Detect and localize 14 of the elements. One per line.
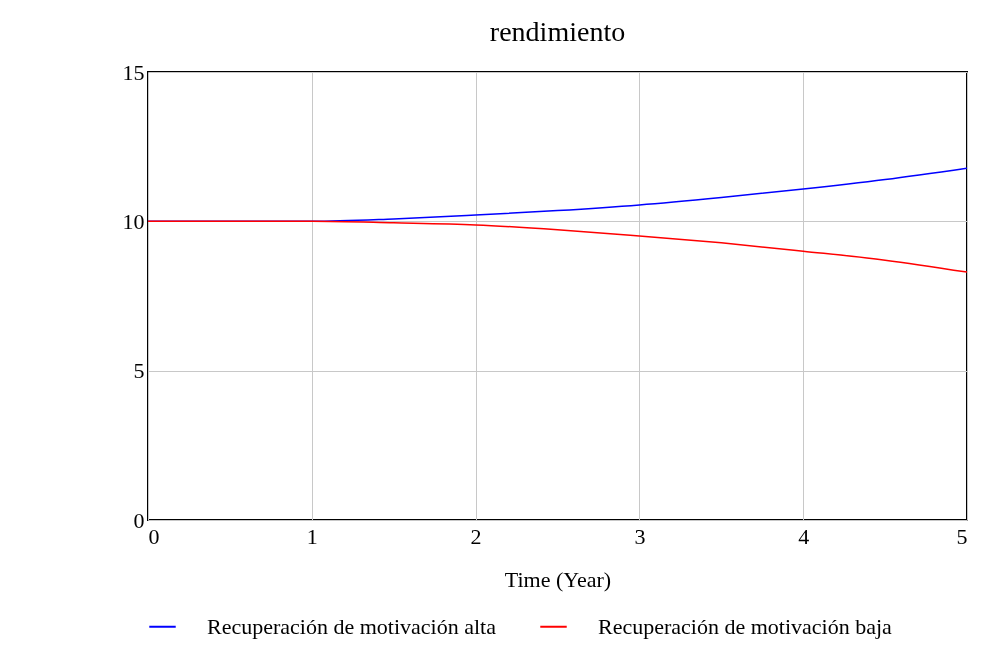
x-tick-label: 3 bbox=[634, 523, 646, 549]
chart-title: rendimiento bbox=[489, 16, 626, 47]
x-tick-label: 2 bbox=[470, 523, 482, 549]
x-tick-label: 4 bbox=[798, 523, 810, 549]
legend-label: Recuperación de motivación baja bbox=[598, 613, 893, 639]
legend-label: Recuperación de motivación alta bbox=[207, 613, 497, 639]
x-axis-title: Time (Year) bbox=[504, 566, 612, 592]
y-tick-label: 10 bbox=[122, 208, 145, 234]
x-tick-label: 5 bbox=[956, 523, 968, 549]
y-tick-label: 5 bbox=[133, 358, 145, 384]
y-tick-label: 0 bbox=[133, 507, 145, 533]
y-tick-label: 15 bbox=[122, 59, 145, 85]
line-series bbox=[147, 220, 968, 273]
x-tick-label: 1 bbox=[306, 523, 318, 549]
